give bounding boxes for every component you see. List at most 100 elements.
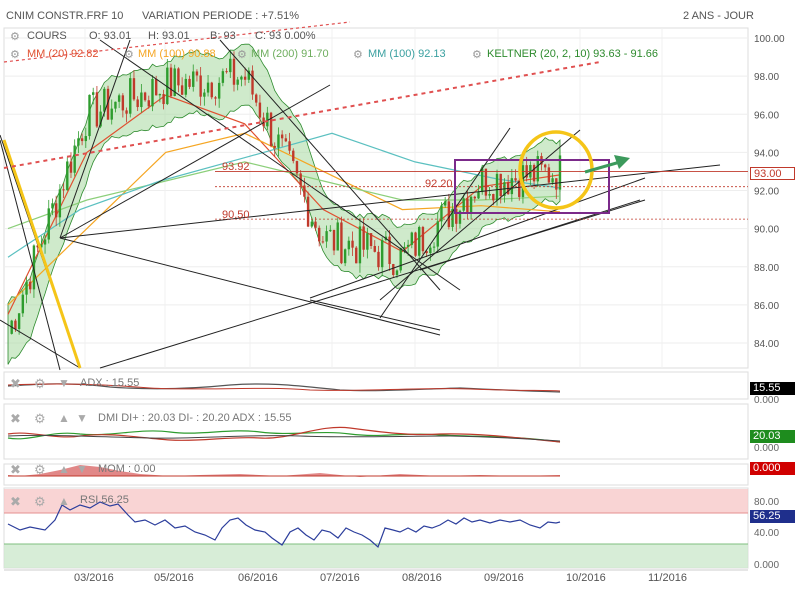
candle-body <box>369 233 373 247</box>
candle-body <box>243 76 247 80</box>
dmi-adx-line <box>7 434 561 442</box>
move-down-icon[interactable]: ▼ <box>76 462 88 476</box>
trend-line <box>419 199 641 271</box>
trend-line <box>59 39 131 239</box>
candle-body <box>154 79 158 96</box>
legend-mm200: MM (200) 91.70 <box>251 48 329 60</box>
candle-body <box>36 245 39 248</box>
close-icon[interactable]: ✖ <box>10 376 21 391</box>
dmi-zero: 0.000 <box>754 443 780 454</box>
candle-body <box>421 226 425 252</box>
candle-body <box>29 281 32 290</box>
candle-body <box>410 232 414 245</box>
settings-icon[interactable]: ⚙ <box>10 49 20 61</box>
candle-body <box>195 71 199 76</box>
candle-body <box>69 161 73 173</box>
legend-mm20: MM (20) 92.82 <box>27 48 99 60</box>
y-tick-label: 100.00 <box>754 34 785 45</box>
candle-body <box>258 102 262 118</box>
candle-body <box>414 232 417 256</box>
legend-close: C: 93 0.00% <box>255 30 316 42</box>
candle-body <box>240 76 243 80</box>
candle-body <box>173 68 176 96</box>
move-down-icon[interactable]: ▼ <box>76 411 88 425</box>
candle-body <box>499 173 502 196</box>
candle-body <box>251 70 254 95</box>
legend-low: B: 93 <box>210 30 236 42</box>
candle-body <box>288 141 291 151</box>
candle-body <box>110 108 113 120</box>
move-up-icon[interactable]: ▲ <box>58 462 70 476</box>
keltner-area <box>7 43 561 365</box>
candle-body <box>255 94 258 103</box>
settings-icon[interactable]: ⚙ <box>124 49 134 61</box>
settings-icon[interactable]: ⚙ <box>237 49 247 61</box>
candle-body <box>543 164 547 168</box>
y-tick-label: 90.00 <box>754 225 779 236</box>
settings-icon[interactable]: ⚙ <box>472 49 482 61</box>
candle-body <box>451 208 454 228</box>
candle-body <box>66 161 69 191</box>
candle-body <box>95 92 99 127</box>
trend-line <box>0 319 81 369</box>
price-axis: 84.00 86.00 88.00 90.00 92.00 94.00 96.00 98.00… <box>754 34 785 350</box>
settings-icon[interactable]: ⚙ <box>353 49 363 61</box>
close-icon[interactable]: ✖ <box>10 494 21 509</box>
candle-body <box>488 194 491 196</box>
candle-body <box>136 99 139 108</box>
trend-lines <box>0 21 748 371</box>
candle-body <box>347 240 351 250</box>
candle-body <box>547 167 551 183</box>
period-label[interactable]: 2 ANS - JOUR <box>683 10 754 22</box>
y-tick-label: 98.00 <box>754 72 779 83</box>
close-icon[interactable]: ✖ <box>10 411 21 426</box>
trend-line <box>309 177 646 299</box>
trend-line <box>309 299 441 331</box>
x-tick-label: 07/2016 <box>320 572 360 584</box>
candle-body <box>399 248 402 271</box>
x-tick-label: 03/2016 <box>74 572 114 584</box>
level-annotation: 90.50 <box>222 209 250 221</box>
move-up-icon[interactable]: ▲ <box>58 494 70 508</box>
candle-body <box>514 178 517 181</box>
candle-body <box>166 67 169 105</box>
candle-body <box>88 94 91 137</box>
close-icon[interactable]: ✖ <box>10 462 21 477</box>
settings-icon[interactable]: ⚙ <box>34 494 46 509</box>
settings-icon[interactable]: ⚙ <box>10 31 20 43</box>
candle-body <box>458 210 462 224</box>
move-up-icon[interactable]: ▲ <box>58 411 70 425</box>
y-tick-label: 92.00 <box>754 187 779 198</box>
candle-body <box>188 78 191 87</box>
move-down-icon[interactable]: ▼ <box>58 376 70 390</box>
candle-body <box>380 240 384 268</box>
candle-body <box>99 111 102 127</box>
trend-line <box>59 84 331 239</box>
price-grid <box>4 28 748 368</box>
candle-body <box>58 189 62 218</box>
candle-body <box>180 85 184 95</box>
rsi-oversold-zone <box>4 544 748 568</box>
x-tick-label: 06/2016 <box>238 572 278 584</box>
rsi-value-tag: 56.25 <box>750 510 795 523</box>
candle-body <box>158 94 162 96</box>
candle-body <box>225 71 228 73</box>
legend-mm100a: MM (100) 90.88 <box>138 48 216 60</box>
level-annotation: 92.20 <box>425 178 453 190</box>
candle-body <box>518 180 521 197</box>
candle-body <box>388 236 391 265</box>
candle-body <box>273 145 276 148</box>
mom-value-tag: 0.000 <box>750 462 795 475</box>
adx-panel <box>3 371 749 400</box>
rsi-overbought-zone <box>4 489 748 513</box>
candle-body <box>192 71 195 87</box>
candle-body <box>455 208 458 224</box>
settings-icon[interactable]: ⚙ <box>34 411 46 426</box>
candle-body <box>292 150 295 162</box>
settings-icon[interactable]: ⚙ <box>34 376 46 391</box>
adx-line-red <box>7 383 561 392</box>
settings-icon[interactable]: ⚙ <box>34 462 46 477</box>
candle-body <box>440 205 443 222</box>
candle-body <box>217 82 221 99</box>
